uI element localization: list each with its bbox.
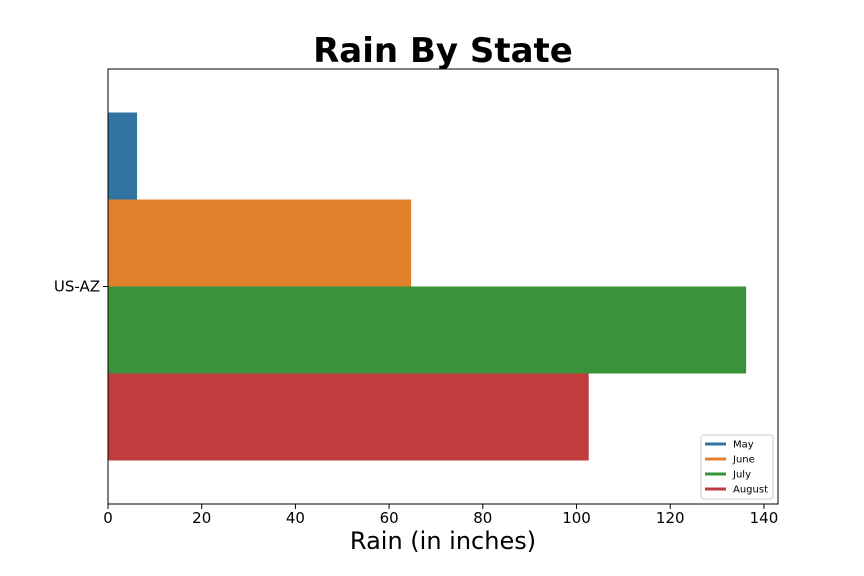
legend-label-august: August bbox=[733, 485, 768, 496]
legend-label-may: May bbox=[733, 440, 754, 451]
x-tick-label: 20 bbox=[192, 509, 211, 527]
x-tick-label: 120 bbox=[656, 509, 685, 527]
x-axis-ticks: 0 20 40 60 80 100 120 140 bbox=[103, 504, 778, 527]
bar-july bbox=[108, 286, 747, 374]
bar-june bbox=[108, 199, 412, 287]
x-tick-label: 80 bbox=[473, 509, 492, 527]
x-tick-label: 60 bbox=[380, 509, 399, 527]
x-tick-label: 40 bbox=[286, 509, 305, 527]
x-tick-label: 0 bbox=[103, 509, 113, 527]
plot-frame bbox=[107, 68, 779, 505]
y-axis-ticks: US-AZ bbox=[54, 278, 108, 296]
y-tick-label: US-AZ bbox=[54, 278, 100, 296]
bars-group bbox=[108, 112, 747, 461]
x-tick-label: 140 bbox=[750, 509, 779, 527]
bar-august bbox=[108, 373, 589, 461]
legend-label-july: July bbox=[732, 470, 751, 481]
x-tick-label: 100 bbox=[562, 509, 591, 527]
legend-label-june: June bbox=[732, 455, 755, 466]
x-axis-label: Rain (in inches) bbox=[350, 527, 536, 555]
chart-title: Rain By State bbox=[313, 31, 573, 71]
legend: May June July August bbox=[700, 434, 774, 500]
legend-box bbox=[700, 434, 774, 500]
bar-may bbox=[108, 112, 138, 200]
